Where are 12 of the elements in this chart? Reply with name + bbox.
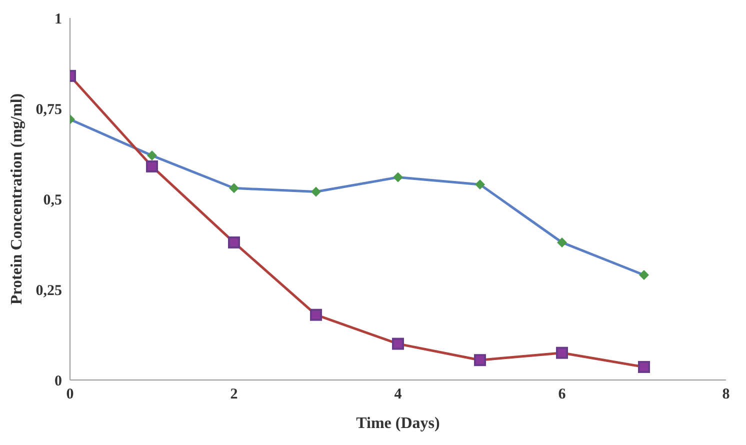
x-tick-label: 0 bbox=[66, 386, 74, 403]
x-tick-label: 6 bbox=[558, 386, 566, 403]
x-tick-label: 8 bbox=[722, 386, 730, 403]
x-axis-title: Time (Days) bbox=[356, 415, 440, 432]
x-tick-label: 2 bbox=[230, 386, 238, 403]
y-axis-title: Protein Concentration (mg/ml) bbox=[8, 93, 26, 305]
y-tick-label: 0,25 bbox=[36, 282, 62, 299]
y-tick-label: 1 bbox=[54, 11, 62, 28]
y-tick-label: 0,5 bbox=[43, 192, 62, 208]
x-tick-label: 4 bbox=[394, 386, 402, 403]
y-tick-label: 0,75 bbox=[36, 102, 62, 118]
y-tick-label: 0 bbox=[54, 373, 62, 390]
